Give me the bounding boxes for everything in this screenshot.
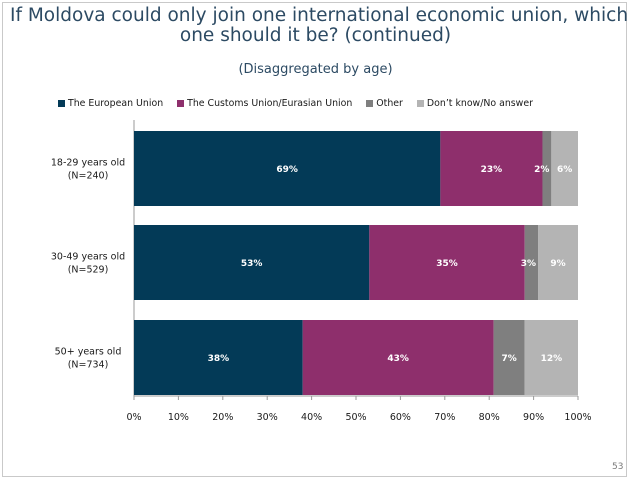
data-label-eu: 69% xyxy=(276,165,298,175)
x-tick-label: 90% xyxy=(523,412,544,423)
slide-frame xyxy=(2,2,627,477)
data-label-customs: 23% xyxy=(481,165,503,175)
legend-label-customs: The Customs Union/Eurasian Union xyxy=(187,97,353,109)
chart-title: If Moldova could only join one internati… xyxy=(10,5,629,46)
x-tick-label: 60% xyxy=(390,412,411,423)
chart-title-line2: one should it be? (continued) xyxy=(179,25,452,46)
x-tick-label: 0% xyxy=(126,412,141,423)
data-label-eu: 53% xyxy=(241,259,263,269)
x-tick-label: 50% xyxy=(345,412,366,423)
x-tick-label: 20% xyxy=(212,412,233,423)
legend-item-dk: Don’t know/No answer xyxy=(416,97,533,109)
bar-segment-eu xyxy=(134,225,370,300)
bar-segment-other xyxy=(524,225,539,300)
bar-segment-dk xyxy=(524,320,578,395)
x-tick-label: 100% xyxy=(564,412,591,423)
legend-label-other: Other xyxy=(376,97,403,109)
legend-label-eu: The European Union xyxy=(68,97,164,109)
data-label-eu: 38% xyxy=(208,354,230,364)
legend-swatch-customs xyxy=(177,99,185,107)
category-label: 30-49 years old xyxy=(51,252,125,263)
x-tick-label: 10% xyxy=(168,412,189,423)
bar-segment-customs xyxy=(302,320,494,395)
bar-segment-eu xyxy=(134,320,303,395)
bar-segment-customs xyxy=(440,131,543,206)
legend-swatch-eu xyxy=(58,99,65,107)
chart-legend: The European Union The Customs Union/Eur… xyxy=(58,96,547,110)
x-tick-label: 70% xyxy=(434,412,455,423)
bar-segment-customs xyxy=(369,225,525,300)
legend-item-customs: The Customs Union/Eurasian Union xyxy=(177,98,352,109)
chart-subtitle: (Disaggregated by age) xyxy=(238,62,393,77)
category-label: 18-29 years old xyxy=(51,158,125,169)
data-label-dk: 9% xyxy=(550,259,565,269)
bar-segment-other xyxy=(493,320,525,395)
category-label-n: (N=529) xyxy=(68,265,109,276)
category-label-n: (N=734) xyxy=(68,360,109,371)
legend-label-dk: Don’t know/No answer xyxy=(426,97,533,109)
data-label-other: 7% xyxy=(502,354,517,364)
data-label-customs: 43% xyxy=(387,354,409,364)
legend-swatch-other xyxy=(366,99,374,107)
data-label-dk: 12% xyxy=(541,354,563,364)
chart-title-line1: If Moldova could only join one internati… xyxy=(10,5,629,26)
x-tick-label: 80% xyxy=(479,412,500,423)
page-number: 53 xyxy=(612,462,624,472)
legend-item-eu: The European Union xyxy=(58,98,163,109)
bar-segment-dk xyxy=(538,225,578,300)
bar-segment-other xyxy=(542,131,552,206)
data-label-customs: 35% xyxy=(436,259,458,269)
legend-swatch-dk xyxy=(416,99,424,107)
bar-segment-eu xyxy=(134,131,441,206)
data-label-other: 2% xyxy=(534,165,549,175)
x-tick-label: 30% xyxy=(257,412,278,423)
category-label-n: (N=240) xyxy=(68,171,109,182)
category-label: 50+ years old xyxy=(55,347,122,358)
data-label-other: 3% xyxy=(521,259,536,269)
bar-segment-dk xyxy=(551,131,578,206)
data-label-dk: 6% xyxy=(557,165,572,175)
x-tick-label: 40% xyxy=(301,412,322,423)
legend-item-other: Other xyxy=(366,98,403,109)
